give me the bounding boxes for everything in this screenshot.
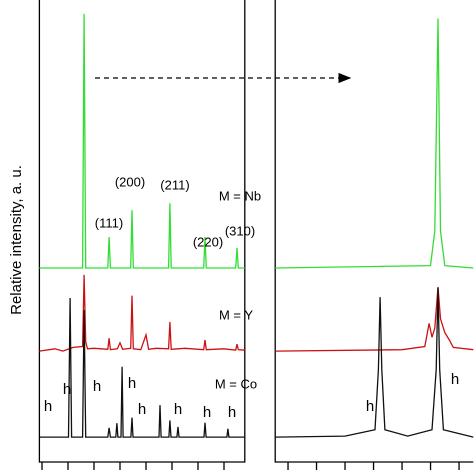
annotation: h: [138, 401, 146, 418]
axis-frame: [38, 0, 246, 463]
trace: [39, 274, 245, 352]
annotation: h: [44, 398, 52, 415]
axis-frame: [274, 0, 474, 463]
annotation: (310): [225, 223, 255, 238]
trace: [39, 13, 245, 269]
series-label: M = Co: [215, 376, 257, 391]
y-axis-label: Relative intensity, a. u.: [8, 165, 25, 315]
trace: [39, 297, 245, 438]
annotation: h: [451, 371, 459, 388]
annotation: (211): [160, 177, 189, 192]
series-label: M = Y: [219, 307, 253, 322]
trace: [275, 286, 474, 352]
annotation: (111): [95, 215, 123, 230]
annotation: (200): [115, 174, 145, 189]
annotation: h: [203, 404, 211, 421]
annotation: h: [128, 375, 136, 392]
annotation: h: [228, 404, 236, 421]
trace: [275, 287, 474, 438]
annotation: h: [174, 401, 182, 418]
annotation: h: [63, 381, 71, 398]
trace: [275, 18, 474, 269]
annotation: h: [366, 398, 374, 415]
annotation: (220): [193, 234, 223, 249]
series-label: M = Nb: [219, 188, 261, 203]
annotation: h: [93, 378, 101, 395]
